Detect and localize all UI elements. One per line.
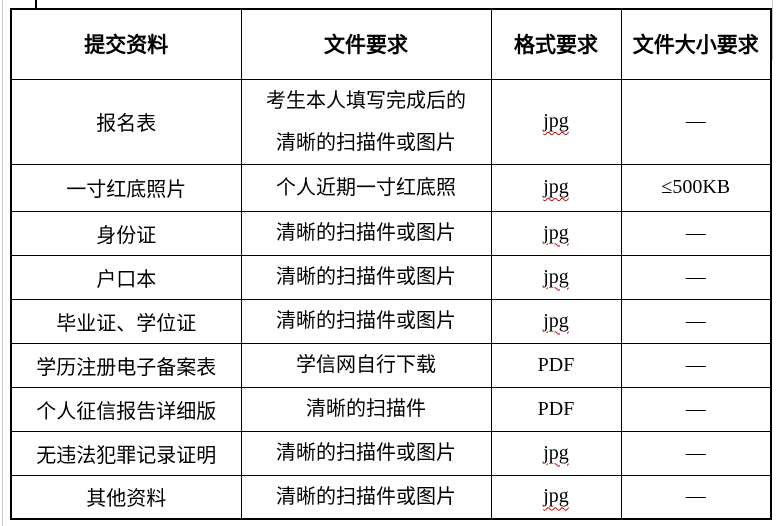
table-row: 其他资料 清晰的扫描件或图片 jpg — [10,474,772,520]
format-cell: jpg [490,163,622,212]
requirement-cell: 清晰的扫描件或图片 [240,430,492,476]
cropped-gridline-tick [35,0,37,10]
format-value: PDF [537,397,575,420]
format-value: jpg [543,221,569,244]
column-header-requirement: 文件要求 [240,8,492,80]
requirement-line: 清晰的扫描件或图片 [276,442,456,464]
requirement-cell: 考生本人填写完成后的 清晰的扫描件或图片 [240,78,492,165]
material-cell: 学历注册电子备案表 [10,342,242,388]
requirement-cell: 清晰的扫描件或图片 [240,254,492,300]
size-cell: — [620,386,772,432]
size-cell: ≤500KB [620,163,772,212]
column-header-format: 格式要求 [490,8,622,80]
material-cell: 无违法犯罪记录证明 [10,430,242,476]
format-cell: PDF [490,386,622,432]
column-header-material: 提交资料 [10,8,242,80]
size-cell: — [620,78,772,165]
table-row: 无违法犯罪记录证明 清晰的扫描件或图片 jpg — [10,430,772,476]
format-value: jpg [543,309,569,332]
format-value: jpg [543,441,569,464]
format-cell: jpg [490,474,622,520]
requirement-cell: 清晰的扫描件或图片 [240,474,492,520]
material-cell: 身份证 [10,210,242,256]
submission-requirements-table: 提交资料 文件要求 格式要求 文件大小要求 报名表 考生本人填写完成后的 清晰的扫描… [10,8,772,520]
requirement-line: 学信网自行下载 [296,354,436,376]
requirement-line: 清晰的扫描件或图片 [276,131,456,154]
material-cell: 个人征信报告详细版 [10,386,242,432]
requirement-line: 清晰的扫描件或图片 [276,310,456,332]
page-edge-mark-left [2,0,3,526]
table-row: 报名表 考生本人填写完成后的 清晰的扫描件或图片 jpg — [10,78,772,165]
header-row: 提交资料 文件要求 格式要求 文件大小要求 [10,8,772,80]
size-cell: — [620,342,772,388]
requirement-cell: 个人近期一寸红底照 [240,163,492,212]
format-cell: jpg [490,430,622,476]
requirement-line: 考生本人填写完成后的 [266,89,466,112]
size-cell: — [620,210,772,256]
material-cell: 一寸红底照片 [10,163,242,212]
size-cell: — [620,430,772,476]
requirement-cell: 学信网自行下载 [240,342,492,388]
format-value: jpg [543,265,569,288]
format-value: jpg [543,110,569,132]
material-cell: 户口本 [10,254,242,300]
format-cell: jpg [490,298,622,344]
requirement-cell: 清晰的扫描件或图片 [240,210,492,256]
format-cell: PDF [490,342,622,388]
table-body: 报名表 考生本人填写完成后的 清晰的扫描件或图片 jpg — 一寸红底照片 个人近期一寸红底… [10,78,772,520]
material-cell: 其他资料 [10,474,242,520]
size-cell: — [620,474,772,520]
material-cell: 毕业证、学位证 [10,298,242,344]
requirement-line: 个人近期一寸红底照 [276,176,456,199]
table-row: 一寸红底照片 个人近期一寸红底照 jpg ≤500KB [10,163,772,212]
size-cell: — [620,254,772,300]
format-value: jpg [543,485,569,508]
requirement-line: 清晰的扫描件或图片 [276,266,456,288]
table-row: 学历注册电子备案表 学信网自行下载 PDF — [10,342,772,388]
format-cell: jpg [490,254,622,300]
format-cell: jpg [490,78,622,165]
requirement-line: 清晰的扫描件或图片 [276,485,456,508]
format-cell: jpg [490,210,622,256]
table-row: 毕业证、学位证 清晰的扫描件或图片 jpg — [10,298,772,344]
requirement-line: 清晰的扫描件 [306,398,426,420]
requirement-line: 清晰的扫描件或图片 [276,222,456,244]
page-edge-mark-right [772,0,773,60]
table-row: 户口本 清晰的扫描件或图片 jpg — [10,254,772,300]
material-cell: 报名表 [10,78,242,165]
requirement-cell: 清晰的扫描件或图片 [240,298,492,344]
format-value: jpg [543,176,569,198]
table-row: 个人征信报告详细版 清晰的扫描件 PDF — [10,386,772,432]
requirement-cell: 清晰的扫描件 [240,386,492,432]
column-header-size: 文件大小要求 [620,8,772,80]
format-value: PDF [537,353,575,376]
table-row: 身份证 清晰的扫描件或图片 jpg — [10,210,772,256]
size-cell: — [620,298,772,344]
